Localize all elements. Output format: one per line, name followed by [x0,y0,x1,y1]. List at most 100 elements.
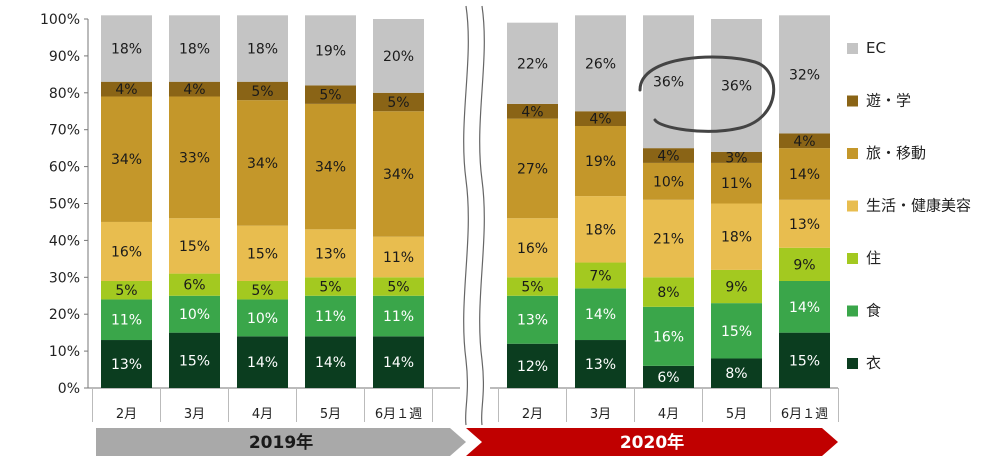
data-label: 6% [183,278,205,294]
bar-segment [643,199,694,278]
data-label: 19% [585,154,616,170]
data-label: 11% [315,309,346,325]
bar-segment [169,15,220,82]
axis-break-line [463,5,469,426]
data-label: 5% [319,280,341,296]
data-label: 13% [315,246,346,262]
bar-segment [237,81,288,101]
y-tick-label: 0% [58,381,80,397]
data-label: 14% [315,355,346,371]
bar-segment [507,218,558,278]
bar-segment [169,295,220,333]
bar-segment [305,229,356,278]
bar-segment [711,269,762,304]
bar-segment [305,277,356,296]
bar-segment [101,15,152,82]
axis-break-line [479,5,485,426]
bar-segment [779,148,830,200]
data-label: 34% [111,152,142,168]
bar-segment [373,19,424,93]
legend-swatch [847,200,858,212]
legend-label: 食 [866,302,881,320]
data-label: 4% [521,104,543,120]
data-label: 8% [725,366,747,382]
year-label: 2019年 [249,432,313,453]
highlight-circle [638,55,776,133]
data-label: 20% [383,49,414,65]
data-label: 34% [315,160,346,176]
bar-segment [711,303,762,359]
bar-segment [507,22,558,104]
bar-segment [507,343,558,388]
legend-label: 旅・移動 [866,144,926,162]
bar-segment [643,306,694,366]
bar-segment [779,247,830,281]
data-label: 33% [179,150,210,166]
data-label: 4% [657,149,679,165]
bar-segment [711,162,762,204]
y-tick-label: 20% [49,307,80,323]
legend-swatch [847,95,858,107]
data-label: 15% [247,246,278,262]
bar-segment [305,15,356,86]
data-label: 13% [517,313,548,329]
bar-segment [643,365,694,388]
data-label: 13% [789,217,820,233]
data-label: 21% [653,232,684,248]
data-label: 7% [589,268,611,284]
bar-segment [575,15,626,112]
data-label: 14% [789,300,820,316]
category-label: 4月 [658,407,679,422]
bar-segment [575,288,626,341]
category-label: 4月 [252,407,273,422]
bar-segment [169,332,220,388]
y-tick-label: 70% [49,123,80,139]
data-label: 11% [721,176,752,192]
bar-segment [305,103,356,230]
data-label: 15% [179,353,210,369]
data-label: 15% [179,239,210,255]
data-label: 5% [521,280,543,296]
bar-segment [237,299,288,337]
data-label: 16% [111,244,142,260]
bar-segment [575,126,626,197]
data-label: 26% [585,56,616,72]
bar-segment [373,111,424,237]
bar-segment [101,96,152,222]
bar-segment [373,336,424,388]
data-label: 5% [387,95,409,111]
data-label: 4% [115,82,137,98]
data-label: 12% [517,359,548,375]
bar-segment [373,92,424,112]
bar-segment [507,295,558,344]
bar-segment [101,340,152,388]
data-label: 10% [247,311,278,327]
legend-swatch [847,253,858,264]
legend-swatch [847,43,858,54]
data-label: 8% [657,285,679,301]
legend-swatch [847,305,858,317]
data-label: 13% [585,357,616,373]
data-label: 4% [589,112,611,128]
bar-segment [101,280,152,300]
bar-segment [643,148,694,163]
data-label: 22% [517,56,548,72]
data-label: 14% [789,167,820,183]
data-label: 11% [383,250,414,266]
bar-segment [711,358,762,388]
y-tick-label: 90% [49,49,80,65]
data-label: 14% [383,355,414,371]
data-label: 11% [111,313,142,329]
category-label: 3月 [184,407,205,422]
data-label: 5% [251,283,273,299]
data-label: 34% [247,156,278,172]
data-label: 32% [789,67,820,83]
data-label: 16% [517,241,548,257]
bar-segment [169,96,220,219]
y-tick-label: 50% [49,197,80,213]
data-label: 11% [383,309,414,325]
bar-segment [169,81,220,97]
legend-label: 遊・学 [866,92,911,110]
bar-segment [711,203,762,270]
